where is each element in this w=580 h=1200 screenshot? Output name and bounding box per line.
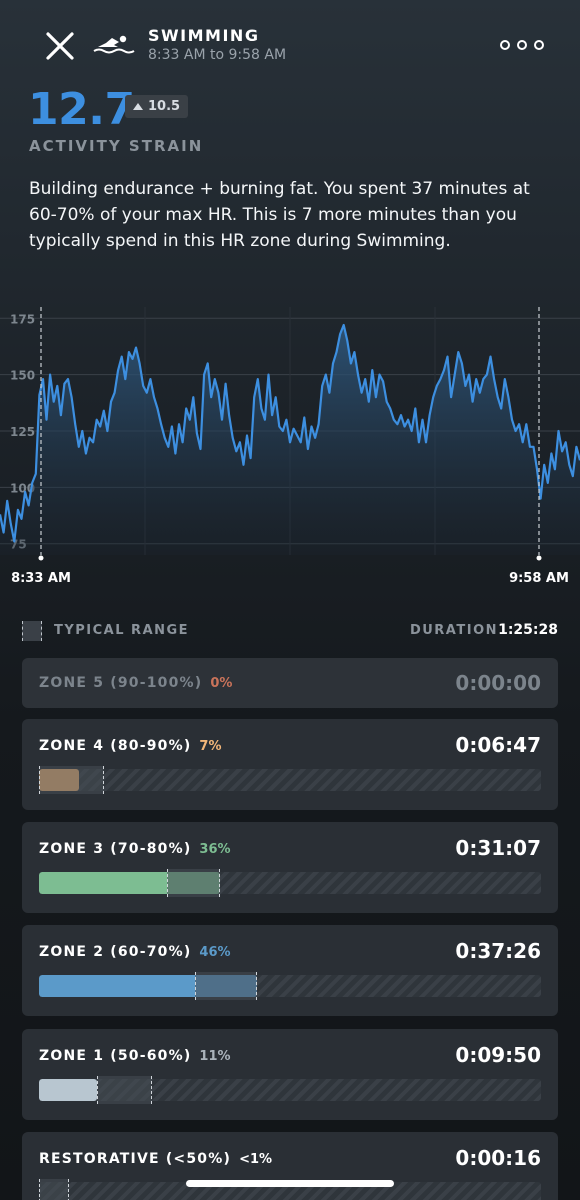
triangle-up-icon	[133, 103, 143, 110]
zone-typical-range	[39, 1179, 70, 1200]
strain-label: ACTIVITY STRAIN	[29, 137, 204, 155]
zone-label: ZONE 2 (60-70%)	[39, 944, 192, 960]
zone-bar-track	[39, 1182, 541, 1200]
home-indicator[interactable]	[186, 1180, 394, 1187]
hr-series-line	[0, 323, 580, 543]
activity-description: Building endurance + burning fat. You sp…	[29, 179, 530, 251]
typical-strain-badge: 10.5	[125, 95, 189, 118]
zone-name: ZONE 4 (80-90%) 7%	[39, 738, 222, 754]
duration-value: 1:25:28	[498, 622, 558, 638]
zone-label: RESTORATIVE (<50%)	[39, 1151, 232, 1167]
strain-value: 12.7	[28, 84, 135, 135]
zone-name: ZONE 1 (50-60%) 11%	[39, 1048, 231, 1064]
swimmer-icon	[93, 35, 135, 54]
heart-rate-chart-svg: 175150125100758:33 AM9:58 AM	[0, 307, 580, 586]
zone-time: 0:00:16	[455, 1146, 541, 1170]
zone-percent: 36%	[199, 842, 231, 857]
zone-time: 0:09:50	[455, 1043, 541, 1067]
y-tick-label: 150	[10, 369, 35, 383]
zone-label: ZONE 5 (90-100%)	[39, 675, 203, 691]
zone-time: 0:00:00	[455, 671, 541, 695]
typical-range-swatch	[22, 621, 42, 641]
zone-label: ZONE 4 (80-90%)	[39, 738, 192, 754]
zone-legend: TYPICAL RANGE DURATION 1:25:28	[22, 620, 558, 642]
y-tick-label: 125	[10, 425, 35, 439]
zone-bar-track	[39, 769, 541, 791]
zone-typical-range	[167, 869, 220, 897]
zone-bar-track	[39, 872, 541, 894]
more-options-icon	[534, 40, 544, 50]
close-button[interactable]	[44, 30, 76, 62]
more-options-icon	[517, 40, 527, 50]
activity-header: SWIMMING 8:33 AM to 9:58 AM	[0, 0, 580, 80]
close-icon	[46, 32, 74, 60]
zone-name: ZONE 5 (90-100%) 0%	[39, 675, 232, 691]
x-label-start: 8:33 AM	[11, 571, 71, 586]
more-options-button[interactable]	[500, 36, 544, 54]
zone-card[interactable]: ZONE 5 (90-100%) 0% 0:00:00	[22, 658, 558, 708]
zone-card[interactable]: ZONE 1 (50-60%) 11% 0:09:50	[22, 1029, 558, 1120]
zone-label: ZONE 1 (50-60%)	[39, 1048, 192, 1064]
activity-end-dot	[536, 555, 542, 561]
zone-time: 0:06:47	[455, 733, 541, 757]
zone-card[interactable]: ZONE 2 (60-70%) 46% 0:37:26	[22, 925, 558, 1016]
zone-bar-track	[39, 975, 541, 997]
zone-card[interactable]: RESTORATIVE (<50%) <1% 0:00:16	[22, 1132, 558, 1200]
zone-label: ZONE 3 (70-80%)	[39, 841, 192, 857]
typical-range-label: TYPICAL RANGE	[54, 623, 190, 638]
activity-start-dot	[38, 555, 44, 561]
zone-name: RESTORATIVE (<50%) <1%	[39, 1151, 272, 1167]
zone-typical-range	[96, 1076, 152, 1104]
zone-time: 0:37:26	[455, 939, 541, 963]
zone-card[interactable]: ZONE 4 (80-90%) 7% 0:06:47	[22, 719, 558, 810]
y-tick-label: 100	[10, 481, 35, 495]
duration-label: DURATION	[409, 623, 498, 638]
zone-percent: 7%	[199, 739, 222, 754]
zone-bar-fill	[39, 1079, 97, 1101]
zone-name: ZONE 3 (70-80%) 36%	[39, 841, 231, 857]
hr-area-fill	[0, 325, 580, 555]
zone-percent: 0%	[210, 676, 233, 691]
y-tick-label: 175	[10, 312, 35, 326]
zone-percent: 46%	[199, 945, 231, 960]
more-options-icon	[500, 40, 510, 50]
activity-title: SWIMMING	[148, 26, 260, 45]
heart-rate-chart: 175150125100758:33 AM9:58 AM	[0, 295, 580, 595]
zone-bar-track	[39, 1079, 541, 1101]
zone-time: 0:31:07	[455, 836, 541, 860]
typical-strain-value: 10.5	[148, 99, 181, 114]
zone-name: ZONE 2 (60-70%) 46%	[39, 944, 231, 960]
zone-percent: <1%	[239, 1152, 273, 1167]
zone-typical-range	[194, 972, 258, 1000]
activity-time-range: 8:33 AM to 9:58 AM	[148, 47, 287, 63]
zone-card[interactable]: ZONE 3 (70-80%) 36% 0:31:07	[22, 822, 558, 913]
zone-percent: 11%	[199, 1049, 231, 1064]
x-label-end: 9:58 AM	[509, 571, 569, 586]
zone-typical-range	[39, 766, 105, 794]
